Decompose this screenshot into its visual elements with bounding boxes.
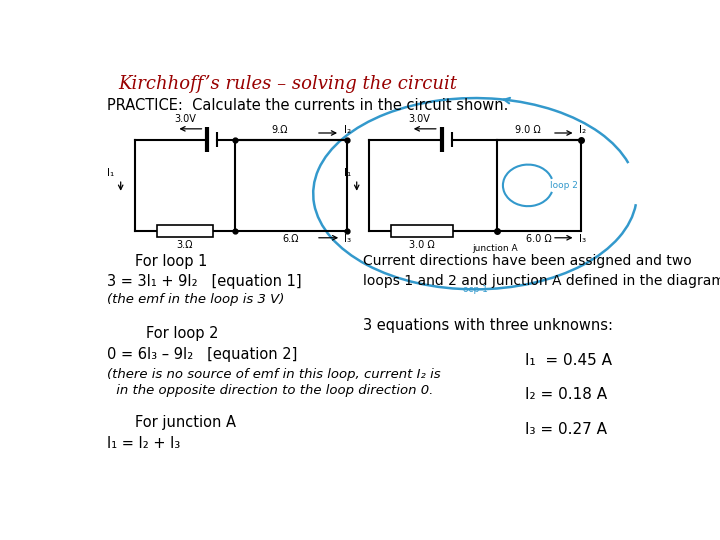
Text: I₁: I₁	[344, 168, 351, 178]
Text: loops 1 and 2 and junction A defined in the diagram.: loops 1 and 2 and junction A defined in …	[364, 274, 720, 287]
Text: 3.Ω: 3.Ω	[176, 240, 193, 250]
Text: For loop 1: For loop 1	[135, 254, 207, 269]
Text: 6.0 Ω: 6.0 Ω	[526, 234, 552, 244]
Text: loop 2: loop 2	[550, 181, 578, 190]
Text: PRACTICE:  Calculate the currents in the circuit shown.: PRACTICE: Calculate the currents in the …	[107, 98, 508, 113]
Text: I₁ = I₂ + I₃: I₁ = I₂ + I₃	[107, 436, 180, 451]
Text: For junction A: For junction A	[135, 415, 235, 430]
Text: 3.0V: 3.0V	[408, 114, 430, 124]
Text: (the emf in the loop is 3 V): (the emf in the loop is 3 V)	[107, 293, 284, 306]
Text: 3 = 3I₁ + 9I₂   [equation 1]: 3 = 3I₁ + 9I₂ [equation 1]	[107, 274, 302, 289]
Text: 0 = 6I₃ – 9I₂   [equation 2]: 0 = 6I₃ – 9I₂ [equation 2]	[107, 347, 297, 362]
Text: I₁: I₁	[107, 168, 114, 178]
Text: I₃: I₃	[344, 234, 351, 245]
Text: I₂: I₂	[344, 125, 351, 136]
Text: (there is no source of emf in this loop, current I₂ is: (there is no source of emf in this loop,…	[107, 368, 441, 381]
Text: 3 equations with three unknowns:: 3 equations with three unknowns:	[364, 319, 613, 333]
Bar	[157, 225, 213, 238]
Text: I₃: I₃	[580, 234, 587, 245]
Bar	[392, 225, 453, 238]
Text: Kirchhoff’s rules – solving the circuit: Kirchhoff’s rules – solving the circuit	[118, 75, 457, 93]
Text: I₃ = 0.27 A: I₃ = 0.27 A	[526, 422, 607, 436]
Text: I₂: I₂	[580, 125, 587, 136]
Text: 6.Ω: 6.Ω	[283, 234, 299, 244]
Text: in the opposite direction to the loop direction 0.: in the opposite direction to the loop di…	[112, 384, 433, 397]
Text: I₂ = 0.18 A: I₂ = 0.18 A	[526, 387, 608, 402]
Text: I₁  = 0.45 A: I₁ = 0.45 A	[526, 353, 612, 368]
Text: ocp 1: ocp 1	[462, 285, 487, 294]
Text: 3.0 Ω: 3.0 Ω	[409, 240, 435, 250]
Text: junction A: junction A	[472, 244, 518, 253]
Text: Current directions have been assigned and two: Current directions have been assigned an…	[364, 254, 692, 268]
Text: For loop 2: For loop 2	[145, 326, 218, 341]
Text: 9.0 Ω: 9.0 Ω	[515, 125, 541, 136]
Text: 9.Ω: 9.Ω	[271, 125, 288, 136]
Text: 3.0V: 3.0V	[174, 114, 196, 124]
